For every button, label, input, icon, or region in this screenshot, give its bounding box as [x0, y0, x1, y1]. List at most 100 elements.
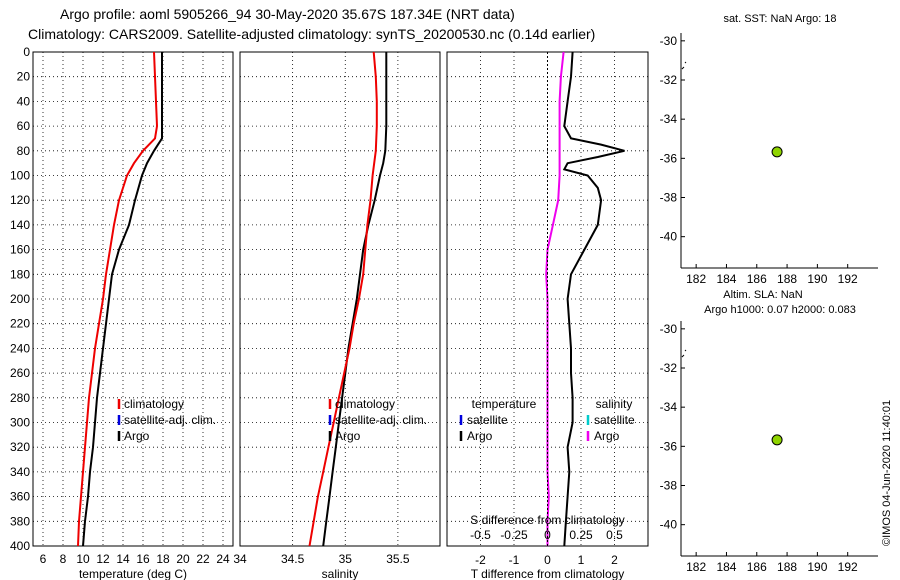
- salinity-xlabel: salinity: [322, 567, 359, 580]
- map-bottom-coastline: [681, 349, 687, 358]
- temperature-series-argo: [82, 52, 163, 547]
- temperature-xtick-label: 22: [196, 552, 210, 566]
- depth-tick-label: 400: [10, 539, 30, 553]
- depth-tick-label: 180: [10, 267, 30, 281]
- map-top-xtick-label: 182: [686, 272, 706, 286]
- depth-tick-label: 220: [10, 317, 30, 331]
- temperature-legend-label: satellite-adj. clim.: [124, 413, 216, 427]
- map-bottom-title1: Altim. SLA: NaN: [723, 289, 803, 301]
- salinity-series-argo: [322, 52, 388, 547]
- map-bottom-ytick-label: -32: [660, 361, 678, 375]
- map-bottom-xtick-label: 192: [838, 560, 858, 574]
- difference-series-s-difference-argo: [545, 51, 565, 546]
- difference-x2tick-label: 0: [544, 528, 551, 542]
- difference-x2tick-label: -0.25: [500, 528, 528, 542]
- depth-tick-label: 140: [10, 218, 30, 232]
- depth-tick-label: 240: [10, 341, 30, 355]
- temperature-xtick-label: 12: [96, 552, 110, 566]
- difference-legend-salinity-title: salinity: [596, 397, 633, 411]
- salinity-xtick-label: 35.5: [386, 552, 410, 566]
- depth-tick-label: 60: [17, 119, 31, 133]
- difference-xtick-label: 0: [544, 553, 551, 567]
- salinity-legend-label: Argo: [335, 429, 361, 443]
- depth-tick-label: 340: [10, 465, 30, 479]
- temperature-xtick-label: 24: [216, 552, 230, 566]
- difference-xtick-label: -2: [475, 553, 486, 567]
- watermark: ©IMOS 04-Jun-2020 11:40:01: [881, 400, 893, 546]
- depth-tick-label: 300: [10, 416, 30, 430]
- map-bottom-xtick-label: 190: [807, 560, 827, 574]
- depth-tick-label: 40: [17, 94, 31, 108]
- temperature-legend-label: climatology: [124, 397, 184, 411]
- map-bottom-xtick-label: 188: [777, 560, 797, 574]
- difference-series-t-difference-argo: [562, 51, 625, 547]
- salinity-legend-label: climatology: [335, 397, 395, 411]
- depth-tick-label: 120: [10, 193, 30, 207]
- map-top-xtick-label: 186: [747, 272, 767, 286]
- depth-tick-label: 100: [10, 169, 30, 183]
- map-bottom-title2: Argo h1000: 0.07 h2000: 0.083: [704, 304, 856, 316]
- temperature-xtick-label: 18: [156, 552, 170, 566]
- temperature-xtick-label: 14: [116, 552, 130, 566]
- depth-tick-label: 320: [10, 440, 30, 454]
- depth-tick-label: 380: [10, 514, 30, 528]
- map-bottom-profile-marker: [771, 434, 783, 446]
- depth-tick-label: 160: [10, 243, 30, 257]
- temperature-series-climatology: [77, 51, 159, 547]
- depth-tick-label: 260: [10, 366, 30, 380]
- salinity-xtick-label: 34: [233, 552, 247, 566]
- map-top-profile-marker: [771, 146, 783, 158]
- difference-x2label: S difference from climatology: [470, 513, 625, 527]
- map-bottom-xtick-label: 184: [716, 560, 736, 574]
- map-top-xtick-label: 184: [716, 272, 736, 286]
- salinity-xtick-label: 34.5: [281, 552, 305, 566]
- map-bottom-ytick-label: -36: [660, 439, 678, 453]
- depth-tick-label: 280: [10, 391, 30, 405]
- temperature-xtick-label: 8: [60, 552, 67, 566]
- depth-tick-label: 0: [23, 45, 30, 59]
- map-top-ytick-label: -32: [660, 73, 678, 87]
- salinity-series-climatology: [308, 51, 378, 547]
- map-top-xtick-label: 190: [807, 272, 827, 286]
- map-bottom-xtick-label: 186: [747, 560, 767, 574]
- difference-legend-salinity-label: satellite: [594, 413, 635, 427]
- depth-tick-label: 20: [17, 70, 31, 84]
- difference-legend-salinity-label: Argo: [594, 429, 620, 443]
- difference-x2tick-label: 0.25: [569, 528, 593, 542]
- header-line2: Climatology: CARS2009. Satellite-adjuste…: [28, 26, 595, 42]
- map-bottom-ytick-label: -40: [660, 518, 678, 532]
- map-top-xtick-label: 188: [777, 272, 797, 286]
- map-top-ytick-label: -38: [660, 191, 678, 205]
- map-bottom-xtick-label: 182: [686, 560, 706, 574]
- difference-xlabel: T difference from climatology: [471, 567, 625, 580]
- temperature-xlabel: temperature (deg C): [79, 567, 187, 580]
- temperature-xtick-label: 6: [40, 552, 47, 566]
- salinity-legend-label: satellite-adj. clim.: [335, 413, 427, 427]
- temperature-xtick-label: 10: [76, 552, 90, 566]
- map-top-ytick-label: -30: [660, 34, 678, 48]
- difference-legend-temperature-label: Argo: [467, 429, 493, 443]
- difference-x2tick-label: -0.5: [470, 528, 491, 542]
- temperature-xtick-label: 16: [136, 552, 150, 566]
- map-top-ytick-label: -40: [660, 230, 678, 244]
- map-bottom-ytick-label: -34: [660, 400, 678, 414]
- difference-legend-temperature-label: satellite: [467, 413, 508, 427]
- depth-tick-label: 360: [10, 490, 30, 504]
- temperature-xtick-label: 20: [176, 552, 190, 566]
- map-top-xtick-label: 192: [838, 272, 858, 286]
- map-top-title: sat. SST: NaN Argo: 18: [723, 13, 836, 25]
- difference-xtick-label: 1: [578, 553, 585, 567]
- map-bottom-ytick-label: -30: [660, 322, 678, 336]
- map-top-coastline: [681, 61, 687, 70]
- difference-x2tick-label: 0.5: [606, 528, 623, 542]
- map-top-ytick-label: -34: [660, 112, 678, 126]
- difference-legend-temperature-title: temperature: [472, 397, 537, 411]
- temperature-legend-label: Argo: [124, 429, 150, 443]
- header-line1: Argo profile: aoml 5905266_94 30-May-202…: [60, 6, 515, 22]
- depth-tick-label: 80: [17, 144, 31, 158]
- map-top-ytick-label: -36: [660, 151, 678, 165]
- depth-tick-label: 200: [10, 292, 30, 306]
- map-bottom-ytick-label: -38: [660, 479, 678, 493]
- difference-xtick-label: 2: [611, 553, 618, 567]
